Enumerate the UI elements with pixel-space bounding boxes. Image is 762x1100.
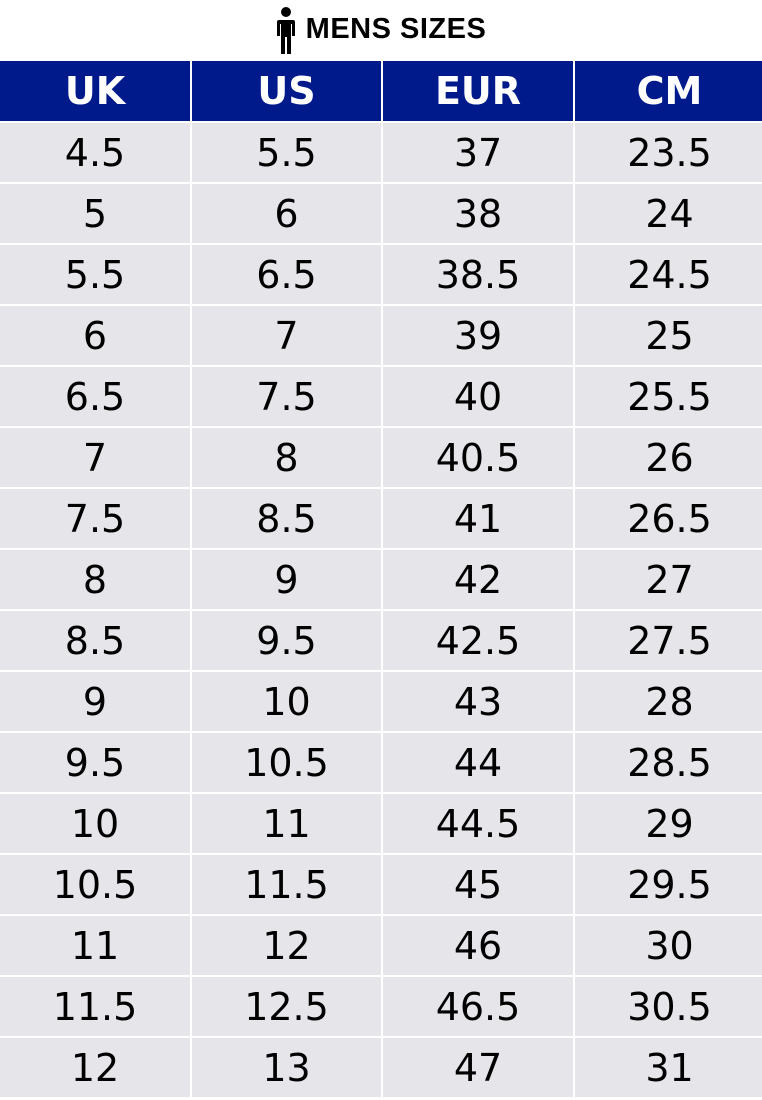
table-cell-cm: 29.5 <box>575 855 762 914</box>
table-cell-us: 10 <box>192 672 381 731</box>
column-header-eur: EUR <box>383 61 573 121</box>
table-cell-uk: 9 <box>0 672 190 731</box>
table-cell-uk: 11.5 <box>0 977 190 1036</box>
table-cell-us: 7.5 <box>192 367 381 426</box>
table-cell-eur: 45 <box>383 855 573 914</box>
table-cell-us: 11 <box>192 794 381 853</box>
table-cell-uk: 9.5 <box>0 733 190 792</box>
table-cell-cm: 25 <box>575 306 762 365</box>
table-cell-eur: 37 <box>383 123 573 182</box>
table-cell-cm: 26 <box>575 428 762 487</box>
table-cell-uk: 10 <box>0 794 190 853</box>
column-header-cm: CM <box>575 61 762 121</box>
man-icon <box>276 6 295 54</box>
table-cell-uk: 12 <box>0 1038 190 1097</box>
table-cell-eur: 46.5 <box>383 977 573 1036</box>
table-cell-cm: 23.5 <box>575 123 762 182</box>
table-cell-cm: 30.5 <box>575 977 762 1036</box>
table-cell-cm: 26.5 <box>575 489 762 548</box>
table-cell-us: 6.5 <box>192 245 381 304</box>
table-cell-eur: 39 <box>383 306 573 365</box>
table-cell-eur: 38 <box>383 184 573 243</box>
table-cell-us: 8.5 <box>192 489 381 548</box>
table-cell-eur: 44.5 <box>383 794 573 853</box>
table-cell-eur: 38.5 <box>383 245 573 304</box>
size-table: UK US EUR CM 4.5 5.5 37 23.5 5 6 38 24 5.5 6.5 38.5 24.… <box>0 61 762 1097</box>
table-cell-eur: 42 <box>383 550 573 609</box>
table-cell-us: 9 <box>192 550 381 609</box>
table-cell-cm: 25.5 <box>575 367 762 426</box>
table-cell-cm: 27 <box>575 550 762 609</box>
table-cell-us: 9.5 <box>192 611 381 670</box>
table-cell-us: 7 <box>192 306 381 365</box>
table-cell-uk: 5 <box>0 184 190 243</box>
table-cell-us: 10.5 <box>192 733 381 792</box>
table-cell-uk: 6 <box>0 306 190 365</box>
column-header-uk: UK <box>0 61 190 121</box>
table-cell-cm: 28 <box>575 672 762 731</box>
table-cell-us: 6 <box>192 184 381 243</box>
table-cell-uk: 4.5 <box>0 123 190 182</box>
table-cell-us: 13 <box>192 1038 381 1097</box>
table-cell-cm: 28.5 <box>575 733 762 792</box>
table-cell-cm: 27.5 <box>575 611 762 670</box>
table-cell-us: 8 <box>192 428 381 487</box>
table-cell-cm: 30 <box>575 916 762 975</box>
column-header-us: US <box>192 61 381 121</box>
table-cell-cm: 29 <box>575 794 762 853</box>
table-cell-eur: 40 <box>383 367 573 426</box>
table-cell-uk: 5.5 <box>0 245 190 304</box>
table-cell-eur: 47 <box>383 1038 573 1097</box>
table-cell-uk: 10.5 <box>0 855 190 914</box>
table-cell-eur: 40.5 <box>383 428 573 487</box>
table-cell-uk: 8.5 <box>0 611 190 670</box>
table-cell-eur: 42.5 <box>383 611 573 670</box>
table-cell-uk: 7 <box>0 428 190 487</box>
table-cell-eur: 41 <box>383 489 573 548</box>
chart-title: MENS SIZES <box>0 0 762 61</box>
table-cell-uk: 6.5 <box>0 367 190 426</box>
title-text: MENS SIZES <box>305 13 487 45</box>
table-cell-eur: 46 <box>383 916 573 975</box>
table-cell-cm: 31 <box>575 1038 762 1097</box>
table-cell-uk: 11 <box>0 916 190 975</box>
table-cell-uk: 7.5 <box>0 489 190 548</box>
table-cell-eur: 43 <box>383 672 573 731</box>
table-cell-eur: 44 <box>383 733 573 792</box>
table-cell-uk: 8 <box>0 550 190 609</box>
table-cell-us: 12.5 <box>192 977 381 1036</box>
table-cell-us: 5.5 <box>192 123 381 182</box>
table-cell-cm: 24 <box>575 184 762 243</box>
table-cell-cm: 24.5 <box>575 245 762 304</box>
table-cell-us: 12 <box>192 916 381 975</box>
table-cell-us: 11.5 <box>192 855 381 914</box>
